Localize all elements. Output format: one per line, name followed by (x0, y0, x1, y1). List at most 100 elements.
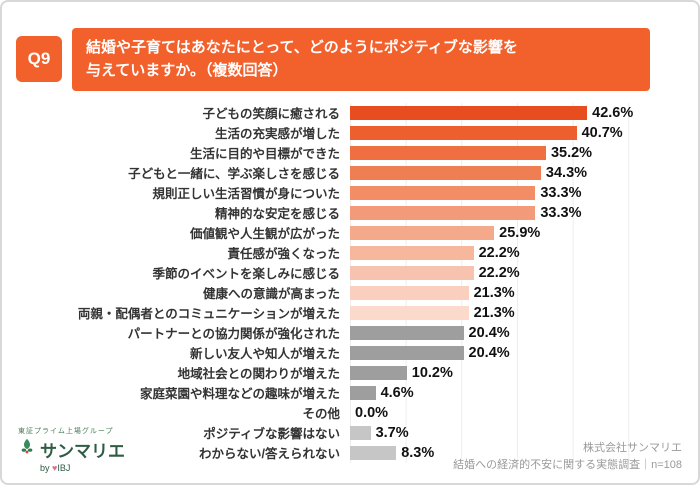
plot-area: 20.4% (350, 322, 684, 343)
value-label: 40.7% (581, 124, 623, 141)
bar (350, 165, 541, 180)
bar (350, 345, 464, 360)
byline-prefix: by (40, 463, 50, 473)
plot-area: 21.3% (350, 302, 684, 323)
bar (350, 425, 371, 440)
chart-row: 新しい友人や知人が増えた 20.4% (16, 342, 684, 363)
value-label: 22.2% (478, 244, 520, 261)
value-label: 35.2% (550, 144, 593, 161)
value-label: 21.3% (473, 284, 515, 301)
category-label: 精神的な安定を感じる (214, 207, 340, 221)
plot-area: 42.6% (350, 102, 684, 123)
chart-row: 家庭菜園や料理などの趣味が増えた 4.6% (16, 382, 684, 403)
category-label: 生活の充実感が増した (214, 127, 340, 141)
category-label: 地域社会との関わりが増えた (177, 367, 340, 381)
category-label: 季節のイベントを楽しみに感じる (152, 267, 340, 281)
chart-row: その他 0.0% (16, 402, 684, 423)
chart-row: 精神的な安定を感じる 33.3% (16, 202, 684, 223)
chart-row: 子どもの笑顔に癒される 42.6% (16, 102, 684, 123)
chart-row: パートナーとの協力関係が強化された 20.4% (16, 322, 684, 343)
bar (350, 205, 536, 220)
plot-area: 40.7% (350, 122, 684, 143)
question-title: 結婚や子育てはあなたにとって、どのようにポジティブな影響を 与えていますか。（複… (72, 28, 650, 91)
bar (350, 265, 474, 280)
chart-row: わからない/答えられない 8.3% (16, 442, 684, 463)
question-number-badge: Q9 (16, 36, 62, 83)
category-label: 両親・配偶者とのコミュニケーションが増えた (77, 307, 340, 321)
value-label: 0.0% (355, 404, 389, 421)
category-label: 新しい友人や知人が増えた (189, 347, 340, 361)
category-label: 子どもと一緒に、学ぶ楽しさを感じる (128, 167, 340, 181)
value-label: 4.6% (380, 384, 414, 401)
value-label: 33.3% (540, 204, 582, 221)
category-label: パートナーとの協力関係が強化された (127, 327, 340, 341)
bar (350, 365, 407, 380)
bar (350, 185, 536, 200)
plot-area: 22.2% (350, 242, 684, 263)
value-label: 33.3% (540, 184, 582, 201)
plot-area: 34.3% (350, 162, 684, 183)
group-name: IBJ (57, 463, 71, 473)
category-label: その他 (302, 407, 340, 421)
holly-leaf-icon (18, 438, 36, 461)
value-label: 3.7% (375, 424, 409, 441)
plot-area: 25.9% (350, 222, 684, 243)
chart-row: 地域社会との関わりが増えた 10.2% (16, 362, 684, 383)
category-label: 価値観や人生観が広がった (189, 227, 340, 241)
chart-row: 生活に目的や目標ができた 35.2% (16, 142, 684, 163)
value-label: 42.6% (592, 104, 634, 121)
bar-chart: 子どもの笑顔に癒される 42.6% 生活の充実感が増した 40.7% 生活に目的… (16, 102, 684, 463)
category-label: 家庭菜園や料理などの趣味が増えた (139, 387, 340, 401)
value-label: 10.2% (411, 364, 453, 381)
bar (350, 145, 546, 160)
category-label: 子どもの笑顔に癒される (202, 107, 340, 121)
value-label: 25.9% (499, 224, 541, 241)
chart-row: 健康への意識が高まった 21.3% (16, 282, 684, 303)
question-title-line1: 結婚や子育てはあなたにとって、どのようにポジティブな影響を (86, 39, 518, 56)
chart-row: 責任感が強くなった 22.2% (16, 242, 684, 263)
sunmarie-logo: 東証プライム上場グループ サンマリエ by ♥IBJ (18, 426, 125, 473)
bar (350, 125, 577, 140)
plot-area: 20.4% (350, 342, 684, 363)
category-label: ポジティブな影響はない (203, 427, 340, 441)
category-label: 健康への意識が高まった (202, 287, 340, 301)
bar (350, 105, 588, 120)
chart-row: ポジティブな影響はない 3.7% (16, 422, 684, 443)
question-title-line2: 与えていますか。（複数回答） (86, 62, 288, 80)
bar (350, 285, 469, 300)
category-label: 規則正しい生活習慣が身についた (152, 187, 340, 201)
source-survey: 結婚への経済的不安に関する実態調査｜n=108 (453, 458, 682, 471)
chart-row: 価値観や人生観が広がった 25.9% (16, 222, 684, 243)
category-label: 生活に目的や目標ができた (189, 147, 340, 161)
plot-area: 33.3% (350, 202, 684, 223)
brand-name: サンマリエ (40, 442, 125, 461)
chart-row: 季節のイベントを楽しみに感じる 22.2% (16, 262, 684, 283)
value-label: 34.3% (545, 164, 588, 181)
plot-area: 35.2% (350, 142, 684, 163)
bar (350, 305, 469, 320)
category-label: 責任感が強くなった (227, 247, 340, 261)
chart-row: 子どもと一緒に、学ぶ楽しさを感じる 34.3% (16, 162, 684, 183)
source-note: 株式会社サンマリエ 結婚への経済的不安に関する実態調査｜n=108 (453, 440, 682, 473)
chart-row: 生活の充実感が増した 40.7% (16, 122, 684, 143)
bar (350, 325, 464, 340)
value-label: 22.2% (478, 264, 520, 281)
question-header: Q9 結婚や子育てはあなたにとって、どのようにポジティブな影響を 与えていますか… (16, 28, 650, 91)
value-label: 8.3% (401, 444, 435, 461)
chart-row: 両親・配偶者とのコミュニケーションが増えた 21.3% (16, 302, 684, 323)
category-label: わからない/答えられない (199, 447, 340, 461)
value-label: 20.4% (468, 324, 510, 341)
logo-byline: by ♥IBJ (18, 463, 125, 473)
bar (350, 385, 376, 400)
bar (350, 445, 397, 460)
plot-area: 8.3% (350, 442, 684, 463)
bar (350, 245, 474, 260)
plot-area: 10.2% (350, 362, 684, 383)
plot-area: 33.3% (350, 182, 684, 203)
heart-icon: ♥ (52, 463, 58, 473)
value-label: 21.3% (473, 304, 515, 321)
bar (350, 225, 495, 240)
chart-row: 規則正しい生活習慣が身についた 33.3% (16, 182, 684, 203)
source-company: 株式会社サンマリエ (583, 442, 682, 454)
